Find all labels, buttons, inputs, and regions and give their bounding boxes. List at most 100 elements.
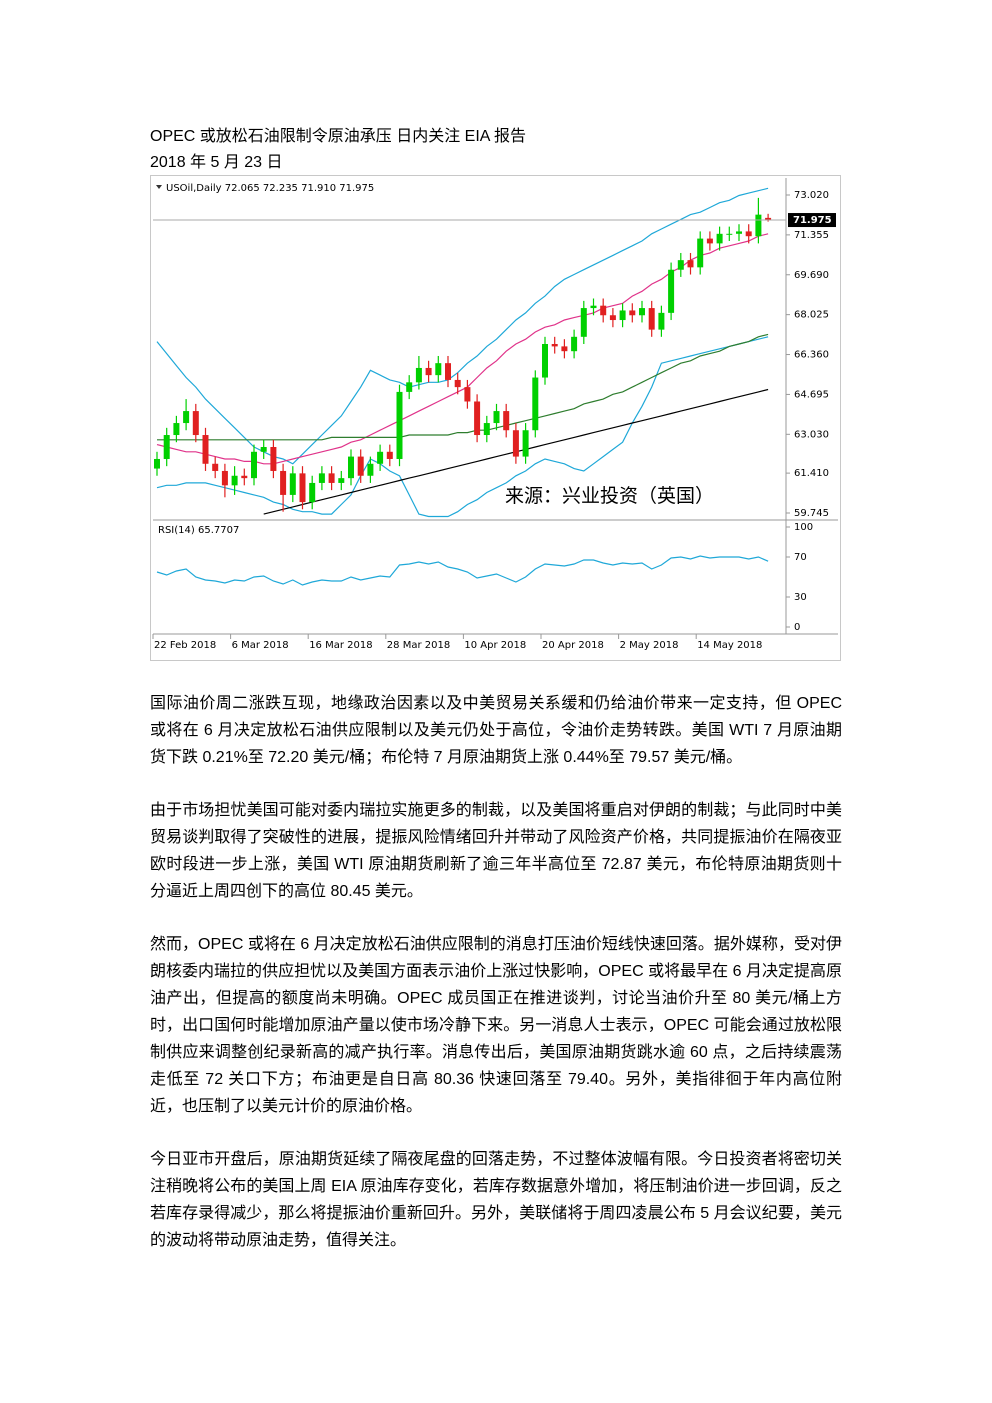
candle-body bbox=[706, 238, 713, 244]
candle-body bbox=[726, 233, 733, 235]
y-tick-label: 61.410 bbox=[794, 468, 829, 479]
candle-body bbox=[745, 231, 752, 237]
candle-body bbox=[435, 363, 442, 376]
candle-body bbox=[348, 456, 354, 479]
indicator-line bbox=[157, 333, 769, 441]
candle-body bbox=[251, 451, 257, 479]
paragraph: 今日亚市开盘后，原油期货延续了隔夜尾盘的回落走势，不过整体波幅有限。今日投资者将… bbox=[150, 1151, 842, 1249]
rsi-tick-label: 0 bbox=[794, 622, 800, 633]
candle-body bbox=[668, 269, 675, 313]
candle-body bbox=[697, 238, 704, 268]
chart: USOil,Daily 72.065 72.235 71.910 71.975 … bbox=[150, 175, 841, 661]
candle-body bbox=[386, 451, 393, 459]
candle-body bbox=[590, 305, 597, 309]
chart-info: USOil,Daily 72.065 72.235 71.910 71.975 bbox=[166, 183, 374, 194]
rsi-tick-label: 30 bbox=[794, 592, 807, 603]
candle-body bbox=[202, 435, 209, 464]
candle-body bbox=[755, 214, 762, 237]
x-tick-label: 2 May 2018 bbox=[620, 640, 679, 651]
candle-body bbox=[192, 411, 199, 436]
candle-body bbox=[580, 308, 587, 337]
candle-body bbox=[609, 315, 616, 321]
indicator-line bbox=[156, 233, 769, 465]
price-tag-label: 71.975 bbox=[793, 215, 832, 226]
candle-body bbox=[551, 343, 558, 347]
candle-body bbox=[231, 475, 238, 486]
candle-body bbox=[163, 435, 170, 459]
rsi-tick-label: 100 bbox=[794, 522, 813, 533]
candle-body bbox=[212, 463, 219, 471]
candle-body bbox=[765, 217, 772, 221]
date: 2018 年 5 月 23 日 bbox=[150, 154, 283, 171]
y-tick-label: 71.355 bbox=[794, 230, 829, 241]
candle-body bbox=[318, 473, 325, 483]
candle-body bbox=[183, 411, 190, 424]
candle-body bbox=[367, 463, 374, 476]
y-tick-label: 63.030 bbox=[794, 429, 829, 440]
candle-body bbox=[736, 231, 742, 234]
candle-body bbox=[464, 387, 471, 402]
candle-body bbox=[425, 367, 432, 376]
candle-body bbox=[619, 310, 626, 321]
candle-body bbox=[377, 451, 384, 464]
title: OPEC 或放松石油限制令原油承压 日内关注 EIA 报告 bbox=[150, 128, 527, 145]
candle-body bbox=[338, 478, 345, 483]
candle-body bbox=[542, 343, 548, 378]
candle-body bbox=[483, 423, 490, 436]
candle-body bbox=[474, 401, 481, 436]
y-tick-label: 66.360 bbox=[794, 350, 829, 361]
candle-body bbox=[357, 456, 364, 476]
candle-body bbox=[221, 470, 228, 486]
candle-body bbox=[299, 473, 306, 503]
rsi-value: 65.7707 bbox=[198, 525, 239, 536]
rsi-tick-label: 70 bbox=[794, 552, 807, 563]
y-tick-label: 68.025 bbox=[794, 310, 829, 321]
candle-body bbox=[629, 310, 636, 316]
menu-icon bbox=[156, 185, 162, 189]
candle-body bbox=[260, 447, 267, 452]
y-tick-label: 59.745 bbox=[794, 508, 829, 519]
candle-body bbox=[677, 260, 684, 270]
candle-body bbox=[571, 336, 578, 352]
x-tick-label: 16 Mar 2018 bbox=[309, 640, 372, 651]
candle-body bbox=[454, 379, 461, 388]
x-tick-label: 14 May 2018 bbox=[697, 640, 762, 651]
candle-body bbox=[328, 473, 335, 483]
y-tick-label: 73.020 bbox=[794, 190, 829, 201]
rsi-line bbox=[156, 555, 769, 586]
body-text: 国际油价周二涨跌互现，地缘政治因素以及中美贸易关系缓和仍给油价带来一定支持，但 … bbox=[150, 690, 842, 1280]
x-tick-label: 6 Mar 2018 bbox=[232, 640, 289, 651]
candle-body bbox=[687, 260, 694, 268]
candle-body bbox=[648, 308, 655, 330]
y-tick-label: 69.690 bbox=[794, 270, 829, 281]
candle-body bbox=[415, 367, 422, 383]
indicator-line bbox=[156, 336, 769, 518]
candle-body bbox=[396, 391, 403, 459]
paragraph: 国际油价周二涨跌互现，地缘政治因素以及中美贸易关系缓和仍给油价带来一定支持，但 … bbox=[150, 695, 842, 766]
x-tick-label: 20 Apr 2018 bbox=[542, 640, 604, 651]
candle-body bbox=[512, 430, 519, 457]
candle-body bbox=[154, 458, 160, 469]
x-tick-label: 22 Feb 2018 bbox=[154, 640, 216, 651]
candle-body bbox=[522, 430, 529, 457]
y-tick-label: 64.695 bbox=[794, 389, 829, 400]
candle-body bbox=[658, 312, 665, 330]
candle-body bbox=[503, 411, 510, 431]
candle-body bbox=[173, 423, 180, 436]
candle-body bbox=[493, 411, 500, 424]
candle-body bbox=[241, 475, 248, 479]
candle-body bbox=[639, 308, 645, 316]
candle-body bbox=[532, 377, 539, 431]
x-tick-label: 28 Mar 2018 bbox=[387, 640, 450, 651]
candle-body bbox=[280, 470, 287, 495]
candle-body bbox=[445, 363, 451, 380]
x-tick-label: 10 Apr 2018 bbox=[464, 640, 526, 651]
candle-body bbox=[289, 473, 296, 495]
rsi-name: RSI(14) bbox=[158, 525, 195, 536]
rsi-label: RSI(14) 65.7707 bbox=[158, 525, 239, 536]
candle-body bbox=[600, 305, 607, 316]
candle-body bbox=[406, 382, 413, 392]
price-tag bbox=[788, 213, 836, 228]
candle-body bbox=[716, 233, 723, 244]
